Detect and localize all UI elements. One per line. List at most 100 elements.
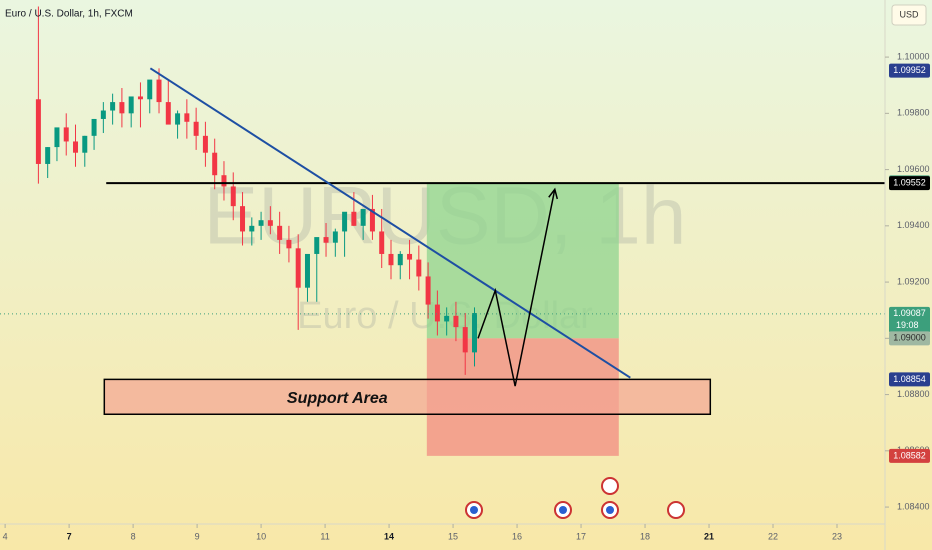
price-badge-time: 19:08 (896, 320, 919, 330)
candle-body (35, 99, 41, 164)
event-icon-core (559, 506, 567, 514)
candle-body (137, 96, 143, 100)
candle-body (258, 220, 264, 226)
x-tick-label: 16 (512, 531, 522, 541)
candles (35, 6, 477, 375)
candle-body (332, 231, 338, 243)
price-badge-label: 1.09552 (893, 177, 926, 187)
y-tick-label: 1.09800 (897, 108, 930, 118)
candle-body (304, 253, 310, 288)
profit-zone (426, 182, 619, 339)
candle-body (342, 211, 348, 232)
x-tick-label: 22 (768, 531, 778, 541)
chart-title: Euro / U.S. Dollar, 1h, FXCM (5, 9, 133, 20)
event-icon[interactable] (667, 501, 685, 519)
price-badge-label: 1.09000 (893, 333, 926, 343)
x-tick-label: 9 (195, 531, 200, 541)
candle-body (45, 147, 51, 164)
currency-button[interactable] (891, 4, 927, 26)
overlay: Support Area (0, 67, 885, 407)
candle-body (444, 315, 450, 322)
candle-body (416, 259, 422, 277)
candle-body (369, 208, 375, 232)
candle-body (212, 152, 218, 176)
candle-body (323, 237, 329, 243)
price-badge-label: 1.09087 (893, 308, 926, 318)
candle-body (277, 225, 283, 240)
y-tick-label: 1.10000 (897, 51, 930, 61)
event-icons (465, 477, 685, 519)
price-badge (889, 176, 930, 191)
candle-body (184, 113, 190, 122)
y-tick-label: 1.08800 (897, 389, 930, 399)
x-tick-label: 10 (256, 531, 266, 541)
drawings (103, 182, 712, 456)
candle-body (147, 79, 153, 100)
candle-body (119, 102, 125, 114)
y-tick-label: 1.09400 (897, 220, 930, 230)
x-tick-label: 4 (3, 531, 8, 541)
candle-body (434, 304, 440, 322)
candle-body (156, 79, 162, 103)
x-tick-label: 14 (384, 531, 394, 541)
price-badge (889, 372, 930, 387)
projection-path (477, 189, 556, 387)
candle-body (471, 313, 477, 353)
candle-body (193, 121, 199, 136)
candle-body (165, 102, 171, 125)
candle-body (388, 253, 394, 266)
price-badge (889, 331, 930, 346)
price-badge (889, 306, 930, 333)
y-tick-label: 1.09200 (897, 276, 930, 286)
annotation: Support Area (287, 390, 388, 407)
candle-body (100, 110, 106, 119)
x-tick-label: 8 (131, 531, 136, 541)
candle-body (110, 102, 116, 111)
price-badge (889, 63, 930, 78)
x-tick-label: 17 (576, 531, 586, 541)
candle-body (240, 206, 246, 232)
x-tick-label: 18 (640, 531, 650, 541)
event-icon[interactable] (601, 477, 619, 495)
price-badge-label: 1.09952 (893, 65, 926, 75)
candle-body (230, 186, 236, 207)
x-tick-label: 21 (704, 531, 714, 541)
candle-body (295, 248, 301, 288)
x-tick-label: 15 (448, 531, 458, 541)
x-tick-label: 7 (67, 531, 72, 541)
arrow-head (548, 187, 559, 200)
event-icon-core (470, 506, 478, 514)
candle-body (314, 237, 320, 254)
candle-body (462, 327, 468, 353)
price-badge-label: 1.08582 (893, 450, 926, 460)
candle-body (407, 253, 413, 260)
candle-body (453, 315, 459, 328)
event-icon-core (606, 506, 614, 514)
candle-body (351, 211, 357, 226)
currency[interactable]: USD (899, 9, 919, 19)
candle-body (63, 127, 69, 142)
x-tick-label: 23 (832, 531, 842, 541)
support-zone (103, 378, 712, 416)
x-tick-label: 11 (320, 531, 329, 541)
candle-body (202, 135, 208, 153)
trendline (149, 67, 631, 379)
candle-body (267, 220, 273, 226)
candle-body (379, 231, 385, 254)
candle-body (175, 113, 181, 125)
candle-body (397, 253, 403, 266)
y-tick-label: 1.09600 (897, 164, 930, 174)
candle-body (286, 239, 292, 249)
candle-body (54, 127, 60, 148)
price-badge (889, 448, 930, 463)
candle-body (221, 175, 227, 187)
candle-body (128, 96, 134, 114)
candle-body (91, 118, 97, 136)
candle-body (82, 135, 88, 153)
candle-body (249, 225, 255, 232)
price-badge-label: 1.08854 (893, 374, 926, 384)
candle-body (425, 276, 431, 305)
candle-body (73, 141, 79, 153)
